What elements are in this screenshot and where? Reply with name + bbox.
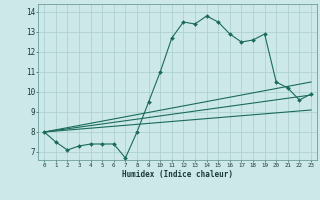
X-axis label: Humidex (Indice chaleur): Humidex (Indice chaleur) <box>122 170 233 179</box>
